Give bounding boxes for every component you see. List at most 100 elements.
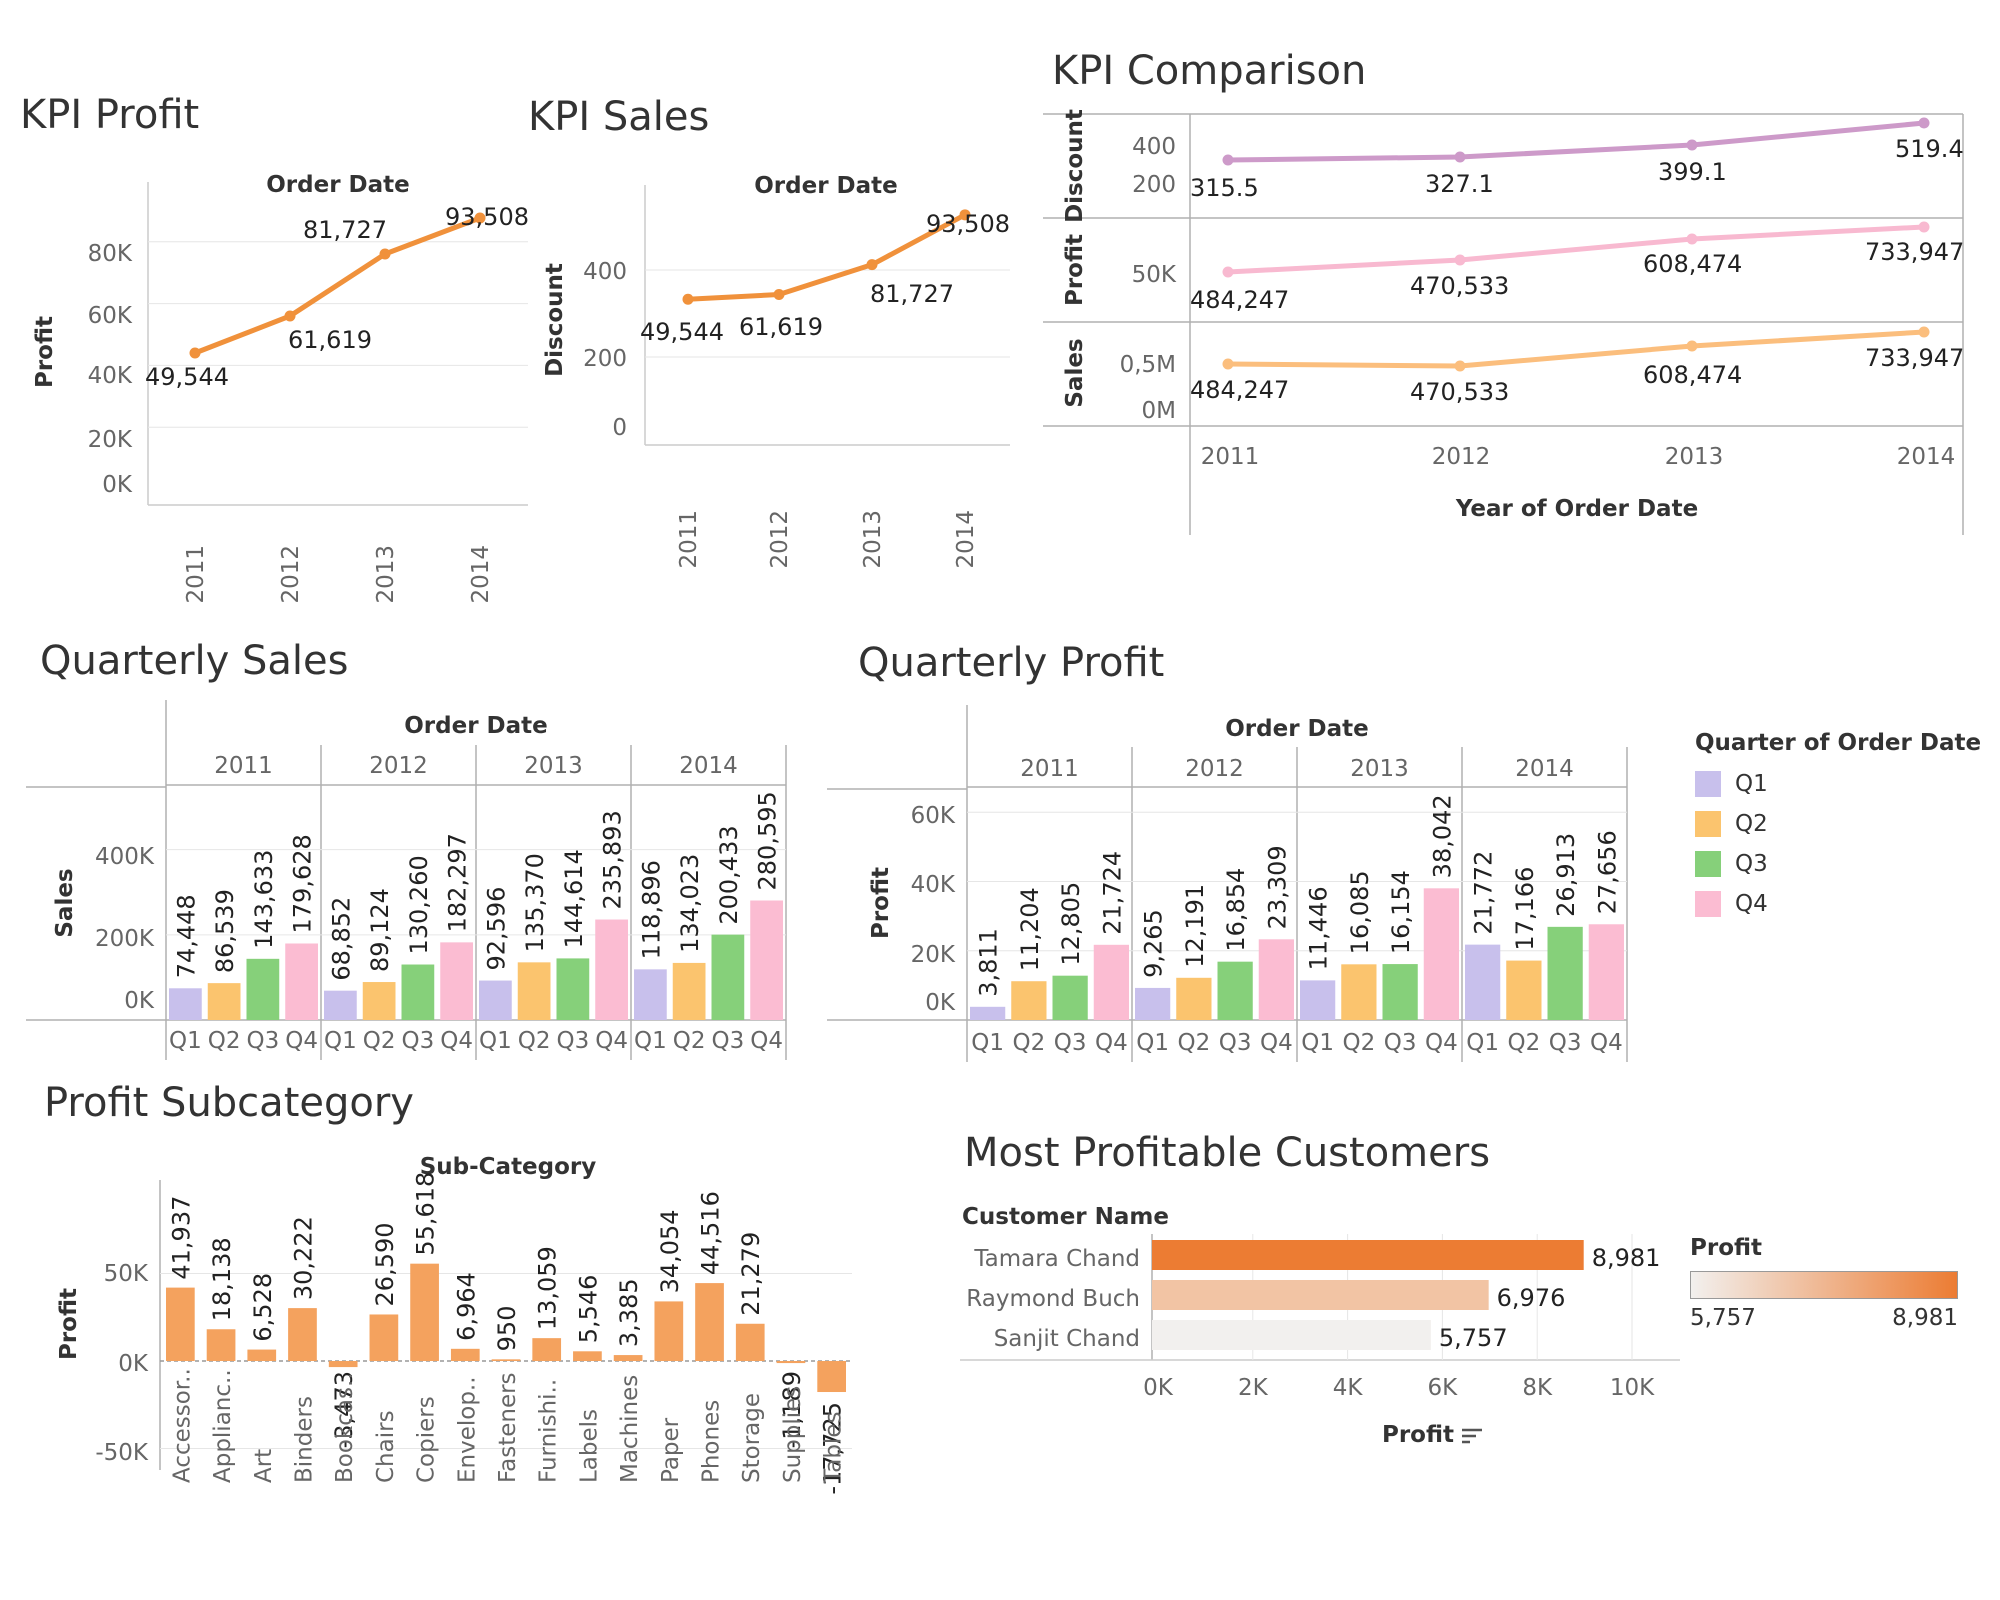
x-tick-label: Q3: [1054, 1030, 1087, 1056]
column-header: Order Date: [404, 713, 548, 739]
x-tick-label: Q1: [479, 1028, 512, 1054]
bar: [1152, 1280, 1489, 1310]
data-label: 118,896: [637, 860, 665, 959]
x-tick-label: Machines: [617, 1375, 643, 1483]
column-header: Order Date: [754, 173, 898, 199]
year-header: 2011: [1020, 756, 1079, 782]
y-tick-label: 20K: [911, 942, 956, 968]
y-axis-title: Discount: [542, 263, 568, 377]
x-tick-label: 2013: [373, 545, 399, 604]
column-header: Customer Name: [962, 1204, 1169, 1230]
legend-item-q3[interactable]: Q3: [1695, 844, 1981, 884]
data-label: 55,618: [412, 1172, 440, 1256]
year-header: 2013: [1350, 756, 1409, 782]
data-label: -1,189: [778, 1371, 806, 1448]
y-tick-label: 60K: [88, 303, 133, 329]
bar-q1: [1135, 987, 1171, 1020]
y-tick-label: 400: [1132, 134, 1176, 160]
data-label: 484,247: [1190, 286, 1289, 314]
x-tick-label: Q2: [208, 1028, 241, 1054]
bar-q1: [634, 969, 667, 1020]
x-tick-label: Q3: [557, 1028, 590, 1054]
bar: [247, 1349, 277, 1361]
data-label: 733,947: [1865, 238, 1964, 266]
y-tick-label: 200: [1132, 172, 1176, 198]
column-header: Sub-Category: [420, 1154, 597, 1180]
x-tick-label: Q4: [1095, 1030, 1128, 1056]
data-label: 93,508: [926, 210, 1010, 238]
y-axis-title: Sales: [52, 868, 78, 937]
x-tick-label: Bookcas..: [332, 1372, 358, 1483]
customers-title: Most Profitable Customers: [964, 1130, 1491, 1176]
x-tick-label: Q1: [1466, 1030, 1499, 1056]
data-point: [1222, 358, 1234, 370]
y-tick-label: 0,5M: [1120, 352, 1176, 378]
customer-name: Raymond Buch: [966, 1286, 1140, 1312]
x-tick-label: Q3: [1219, 1030, 1252, 1056]
data-label: 134,023: [676, 854, 704, 953]
x-tick-label: Q2: [1178, 1030, 1211, 1056]
data-label: 61,619: [288, 326, 372, 354]
legend-item-q2[interactable]: Q2: [1695, 804, 1981, 844]
data-label: 950: [493, 1306, 521, 1352]
bar-q1: [970, 1006, 1006, 1020]
bar-q2: [1011, 981, 1047, 1020]
y-tick-label: 80K: [88, 241, 133, 267]
data-point: [1454, 151, 1466, 163]
data-point: [284, 310, 296, 322]
x-tick-label: Q2: [1508, 1030, 1541, 1056]
bar-q4: [1093, 944, 1129, 1020]
bar-q4: [1258, 939, 1294, 1020]
data-point: [1454, 360, 1466, 372]
data-label: 21,279: [737, 1232, 765, 1316]
profit-legend-min: 5,757: [1690, 1305, 1756, 1331]
y-tick-label: 0K: [102, 472, 133, 498]
legend-label: Q2: [1735, 811, 1768, 837]
data-point: [1686, 233, 1698, 245]
legend-item-q4[interactable]: Q4: [1695, 884, 1981, 924]
y-tick-label: 0: [612, 415, 627, 441]
x-tick-label: Q3: [247, 1028, 280, 1054]
data-point: [1222, 266, 1234, 278]
data-label: 16,854: [1222, 868, 1250, 952]
series-line-sales: [1227, 329, 1925, 369]
data-label: 12,191: [1181, 884, 1209, 968]
data-label: 280,595: [754, 791, 782, 890]
customer-name: Tamara Chand: [973, 1246, 1140, 1272]
x-tick-label: 10K: [1610, 1375, 1655, 1401]
data-label: 89,124: [366, 888, 394, 972]
bar-q3: [1547, 926, 1583, 1020]
data-label: 11,204: [1016, 887, 1044, 971]
bar-q1: [1300, 980, 1336, 1020]
data-label: 81,727: [870, 280, 954, 308]
data-label: 182,297: [444, 833, 472, 932]
quarter-legend: Quarter of Order Date Q1 Q2 Q3 Q4: [1695, 730, 1981, 924]
bar: [735, 1323, 765, 1361]
profit-gradient-bar: [1690, 1271, 1958, 1299]
data-point: [1686, 340, 1698, 352]
y-axis-title: Profit: [32, 316, 58, 388]
x-tick-label: Q4: [1260, 1030, 1293, 1056]
x-tick-label: Q1: [324, 1028, 357, 1054]
y-tick-label: 50K: [1132, 262, 1177, 288]
x-tick-label: Q1: [1301, 1030, 1334, 1056]
data-label: 21,772: [1470, 851, 1498, 935]
legend-swatch-q1: [1695, 771, 1721, 797]
x-tick-label: 2011: [676, 510, 702, 569]
data-label: 135,370: [521, 853, 549, 952]
legend-item-q1[interactable]: Q1: [1695, 764, 1981, 804]
bar-q4: [1423, 888, 1459, 1020]
x-tick-label: 2011: [183, 545, 209, 604]
y-tick-label: 400K: [95, 844, 155, 870]
data-label: 27,656: [1593, 830, 1621, 914]
data-label: 49,544: [640, 318, 724, 346]
data-label: 68,852: [327, 897, 355, 981]
series-line-profit: [1227, 224, 1925, 275]
data-label: 44,516: [697, 1191, 725, 1275]
bar-q2: [517, 962, 551, 1020]
y-tick-label: 400: [583, 259, 627, 285]
data-label: 5,546: [574, 1275, 602, 1344]
data-point: [1686, 139, 1698, 151]
legend-label: Q1: [1735, 771, 1768, 797]
bar: [776, 1361, 806, 1364]
